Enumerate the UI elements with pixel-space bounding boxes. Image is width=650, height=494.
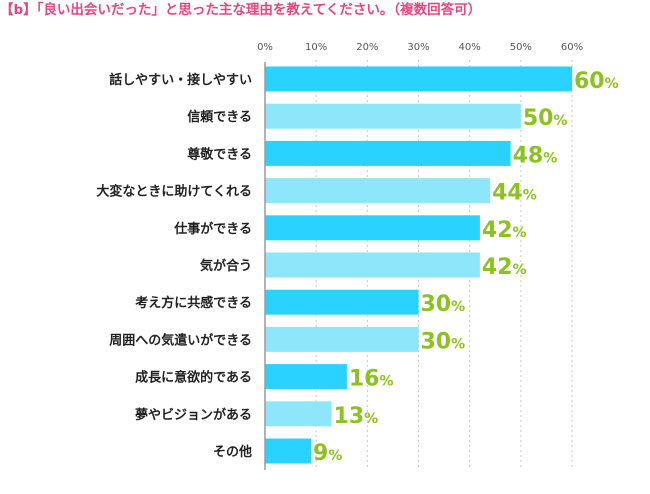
bars — [265, 66, 572, 464]
x-tick-label: 20% — [356, 42, 378, 53]
value-unit: % — [513, 262, 527, 278]
value-number: 30 — [421, 292, 452, 317]
bar — [265, 326, 419, 352]
x-tick-label: 0% — [257, 42, 273, 53]
chart-title: 【b】「良い出会いだった」と思った主な理由を教えてください。（複数回答可） — [0, 2, 482, 18]
category-label: 話しやすい・接しやすい — [109, 72, 252, 88]
x-tick-label: 50% — [510, 42, 532, 53]
category-label: 考え方に共感できる — [135, 295, 252, 311]
value-number: 16 — [349, 367, 380, 392]
value-number: 60 — [574, 69, 605, 94]
category-label: 夢やビジョンがある — [135, 407, 252, 423]
value-label: 50% — [523, 106, 568, 131]
value-unit: % — [523, 188, 537, 204]
value-unit: % — [379, 374, 393, 390]
value-label: 44% — [492, 181, 537, 206]
category-label: その他 — [213, 444, 252, 460]
category-label: 信頼できる — [187, 109, 252, 125]
value-number: 42 — [482, 255, 513, 280]
x-tick-label: 30% — [407, 42, 429, 53]
value-label: 16% — [349, 367, 394, 392]
bar — [265, 252, 480, 278]
value-label: 42% — [482, 255, 527, 280]
value-number: 44 — [492, 181, 523, 206]
bar — [265, 438, 312, 464]
bar — [265, 178, 491, 204]
value-unit: % — [328, 448, 342, 464]
category-label: 成長に意欲的である — [135, 370, 252, 386]
value-label: 48% — [513, 143, 558, 168]
x-tick-label: 10% — [305, 42, 327, 53]
bar — [265, 364, 347, 390]
value-unit: % — [513, 225, 527, 241]
bar — [265, 289, 419, 315]
value-unit: % — [451, 299, 465, 315]
category-label: 周囲への気遣いができる — [109, 332, 252, 348]
value-label: 60% — [574, 69, 619, 94]
value-unit: % — [605, 76, 619, 92]
category-label: 気が合う — [200, 258, 252, 274]
value-label: 42% — [482, 218, 527, 243]
value-unit: % — [543, 150, 557, 166]
value-label: 13% — [334, 404, 379, 429]
value-unit: % — [364, 411, 378, 427]
value-label: 9% — [313, 441, 342, 466]
value-number: 30 — [421, 329, 452, 354]
category-label: 尊敬できる — [187, 146, 252, 162]
category-label: 大変なときに助けてくれる — [96, 184, 252, 200]
value-unit: % — [451, 336, 465, 352]
value-number: 42 — [482, 218, 513, 243]
x-axis-ticks: 0% 10% 20% 30% 40% 50% 60% — [257, 42, 583, 53]
category-labels: 話しやすい・接しやすい信頼できる尊敬できる大変なときに助けてくれる仕事ができる気… — [96, 72, 252, 460]
bar — [265, 103, 521, 129]
value-unit: % — [553, 113, 567, 129]
value-number: 50 — [523, 106, 554, 131]
bar — [265, 66, 572, 92]
category-label: 仕事ができる — [173, 221, 252, 237]
value-number: 48 — [513, 143, 544, 168]
value-label: 30% — [421, 329, 466, 354]
x-tick-label: 40% — [459, 42, 481, 53]
bar — [265, 401, 332, 427]
bar — [265, 215, 480, 241]
value-label: 30% — [421, 292, 466, 317]
value-labels: 60%50%48%44%42%42%30%30%16%13%9% — [313, 69, 619, 466]
bar — [265, 140, 511, 166]
value-number: 13 — [334, 404, 365, 429]
x-tick-label: 60% — [561, 42, 583, 53]
value-number: 9 — [313, 441, 328, 466]
